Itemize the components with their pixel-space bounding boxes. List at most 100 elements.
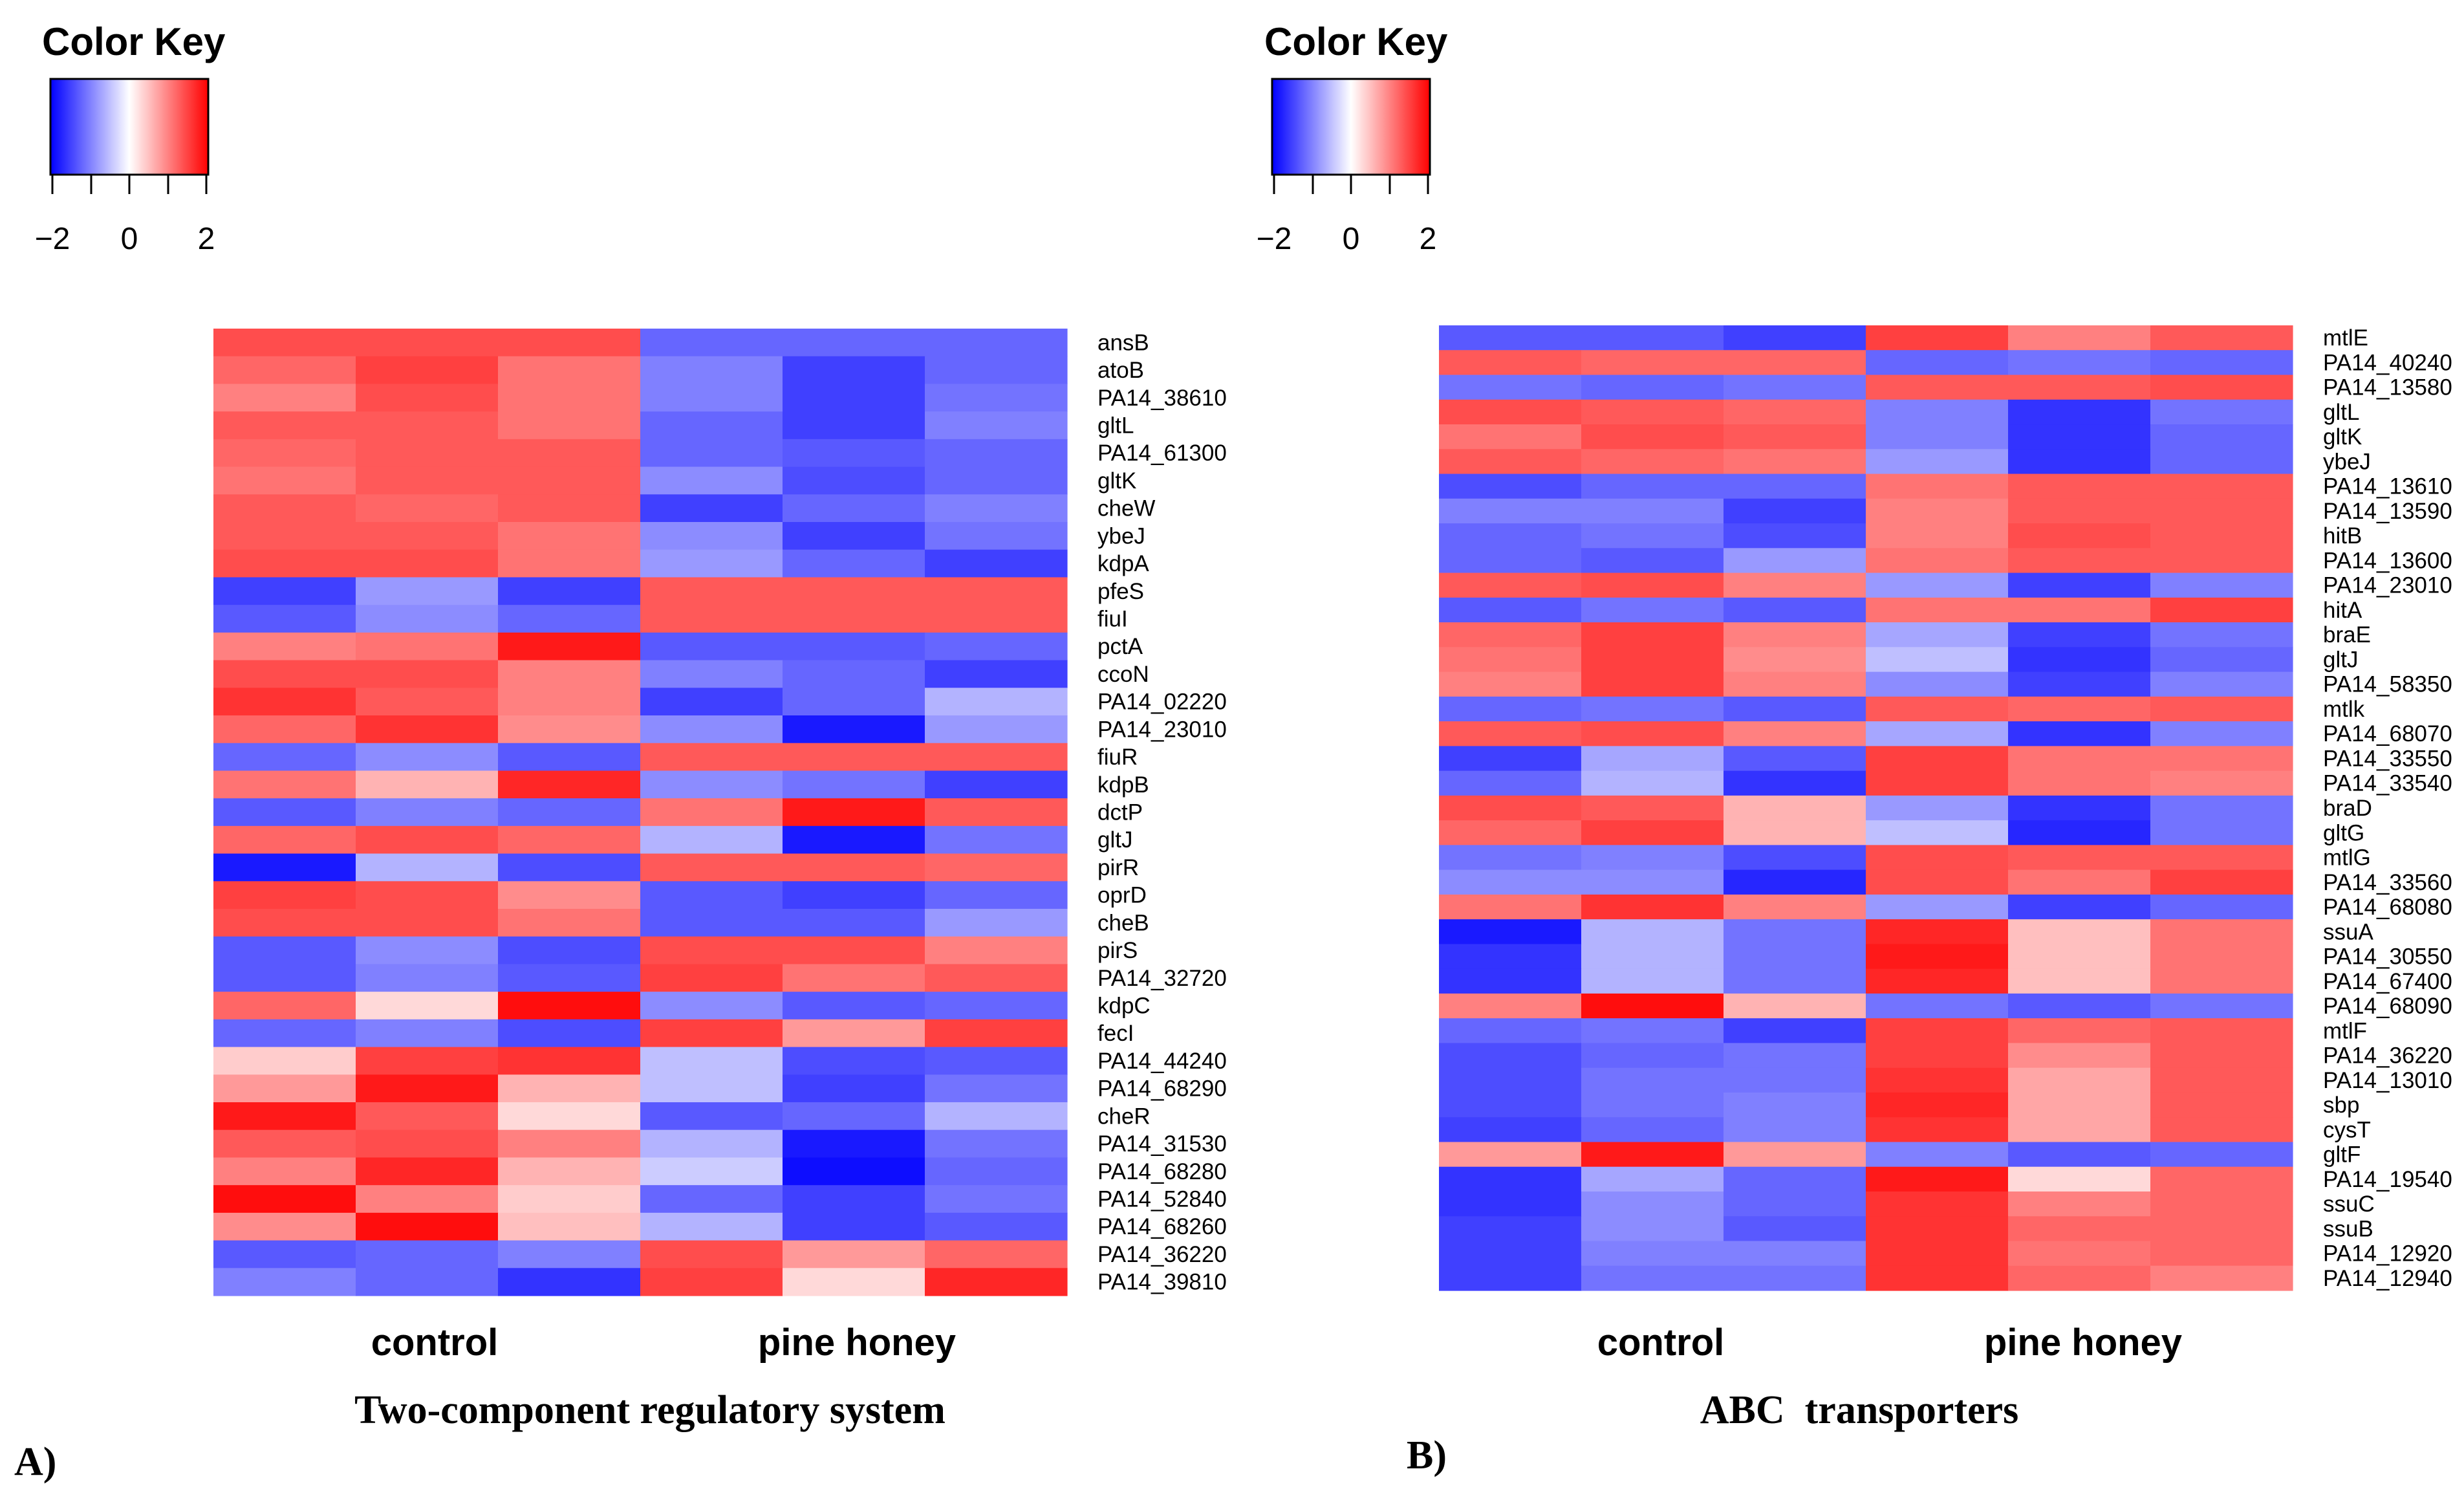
heatmap-cell: [2150, 1265, 2293, 1291]
row-label: gltJ: [1097, 827, 1132, 853]
heatmap-cell: [213, 1129, 356, 1159]
heatmap-cell: [1439, 350, 1582, 376]
row-label: PA14_13010: [2323, 1068, 2452, 1093]
row-label: gltJ: [2323, 647, 2358, 672]
heatmap-cell: [498, 632, 641, 661]
heatmap-cell: [1581, 424, 1724, 450]
heatmap-cell: [783, 992, 925, 1020]
color-key-axis: [1272, 173, 1430, 194]
row-label: PA14_68070: [2323, 721, 2452, 746]
row-label: PA14_36220: [2323, 1043, 2452, 1069]
heatmap-cell: [925, 494, 1068, 523]
row-label: ssuA: [2323, 919, 2373, 944]
heatmap-cell: [356, 384, 499, 412]
row-label: atoB: [1097, 358, 1144, 383]
heatmap-cell: [213, 1268, 356, 1296]
heatmap-cell: [1439, 1241, 1582, 1267]
heatmap-cell: [925, 1074, 1068, 1103]
heatmap-cell: [2008, 869, 2151, 895]
heatmap-cell: [1439, 845, 1582, 871]
heatmap-cell: [2008, 919, 2151, 945]
heatmap-cell: [1724, 375, 1866, 400]
heatmap-cell: [356, 356, 499, 385]
heatmap-cell: [783, 1019, 925, 1048]
row-label: kdpC: [1097, 994, 1151, 1019]
heatmap-cell: [1439, 820, 1582, 845]
heatmap-cell: [213, 632, 356, 661]
row-label: PA14_23010: [1097, 717, 1227, 742]
heatmap-cell: [356, 798, 499, 827]
heatmap-cell: [1724, 968, 1866, 994]
heatmap-cell: [1724, 449, 1866, 475]
heatmap-cell: [1439, 597, 1582, 623]
row-label: mtlG: [2323, 845, 2371, 871]
heatmap-cell: [2150, 350, 2293, 376]
heatmap-cell: [213, 1102, 356, 1131]
heatmap-cell: [2008, 1191, 2151, 1217]
row-label: PA14_13590: [2323, 499, 2452, 524]
heatmap-cell: [1439, 572, 1582, 598]
heatmap-cell: [213, 936, 356, 965]
row-label: PA14_39810: [1097, 1270, 1227, 1295]
heatmap-cell: [1724, 869, 1866, 895]
row-label: gltK: [1097, 468, 1136, 494]
heatmap-cell: [356, 577, 499, 605]
heatmap-cell: [356, 1019, 499, 1048]
panel-title: ABC transporters: [1700, 1388, 2019, 1432]
heatmap-cell: [2008, 993, 2151, 1019]
heatmap-cell: [2150, 1018, 2293, 1044]
heatmap-cell: [2150, 597, 2293, 623]
heatmap-cell: [640, 1157, 783, 1186]
heatmap-cell: [2008, 1265, 2151, 1291]
row-label: PA14_44240: [1097, 1049, 1227, 1074]
heatmap-cell: [356, 549, 499, 578]
heatmap-cell: [356, 660, 499, 688]
heatmap-cell: [356, 770, 499, 799]
heatmap-cell: [1439, 375, 1582, 400]
heatmap-cell: [2150, 1092, 2293, 1118]
heatmap-cell: [1581, 449, 1724, 475]
row-label: PA14_13610: [2323, 474, 2452, 499]
heatmap-cell: [498, 605, 641, 633]
heatmap-cell: [640, 329, 783, 357]
heatmap-cell: [1866, 869, 2009, 895]
color-key-gradient: [1271, 78, 1431, 176]
heatmap-cell: [2150, 622, 2293, 648]
heatmap-cell: [640, 992, 783, 1020]
row-label: gltG: [2323, 820, 2364, 845]
heatmap-cell: [640, 825, 783, 854]
heatmap-cell: [1866, 894, 2009, 920]
heatmap-cell: [2150, 968, 2293, 994]
heatmap-cell: [783, 439, 925, 468]
heatmap-cell: [1724, 820, 1866, 845]
heatmap-cell: [1581, 647, 1724, 673]
heatmap-cell: [1581, 498, 1724, 524]
heatmap-cell: [1866, 597, 2009, 623]
heatmap-cell: [783, 1102, 925, 1131]
heatmap-cell: [925, 688, 1068, 716]
row-label: mtlE: [2323, 325, 2368, 351]
heatmap-cell: [783, 1047, 925, 1075]
group-label-control: control: [1597, 1322, 1725, 1364]
heatmap-cell: [213, 329, 356, 357]
heatmap-cell: [1724, 548, 1866, 574]
heatmap-cell: [2150, 449, 2293, 475]
heatmap-cell: [1724, 671, 1866, 697]
heatmap-cell: [1439, 770, 1582, 796]
heatmap-cell: [2008, 1067, 2151, 1093]
heatmap-cell: [925, 1102, 1068, 1131]
heatmap-cell: [356, 936, 499, 965]
heatmap-cell: [2008, 795, 2151, 821]
row-label: PA14_12940: [2323, 1266, 2452, 1291]
heatmap-cell: [356, 329, 499, 357]
heatmap-cell: [640, 1102, 783, 1131]
heatmap-cell: [1439, 647, 1582, 673]
heatmap-cell: [1866, 795, 2009, 821]
heatmap-cell: [1439, 424, 1582, 450]
heatmap-cell: [1581, 1241, 1724, 1267]
heatmap-cell: [2150, 1191, 2293, 1217]
heatmap-cell: [1581, 572, 1724, 598]
heatmap-cell: [783, 384, 925, 412]
heatmap-cell: [498, 881, 641, 909]
heatmap-cell: [1581, 894, 1724, 920]
